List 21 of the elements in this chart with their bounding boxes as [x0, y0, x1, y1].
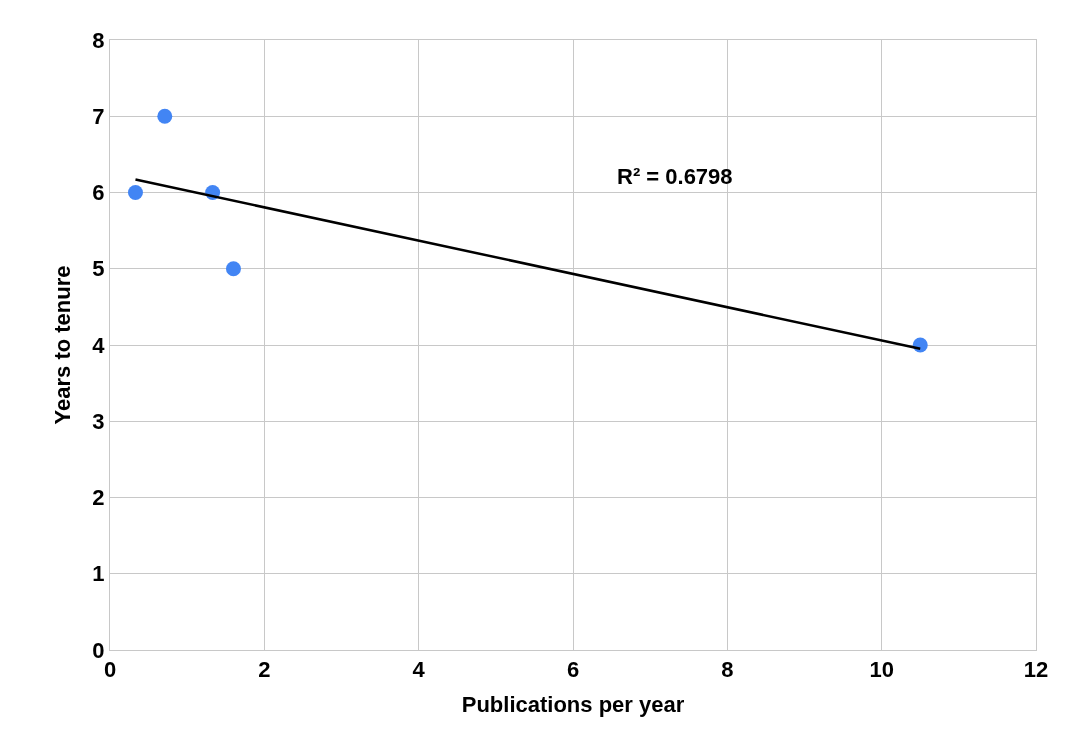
y-tick-label: 3: [92, 408, 105, 434]
x-axis-title: Publications per year: [461, 692, 685, 718]
y-tick-label: 4: [92, 332, 106, 358]
y-tick-label: 8: [92, 27, 105, 53]
y-tick-label: 5: [92, 256, 105, 282]
point: [157, 108, 173, 124]
x-tick-label: 10: [869, 657, 894, 683]
y-tick-label: 6: [92, 180, 105, 206]
point: [127, 185, 143, 200]
x-tick-label: 6: [566, 657, 580, 683]
x-tick-label: 12: [1023, 657, 1049, 683]
x-tick-label: 4: [412, 657, 426, 683]
x-tick-label: 2: [258, 657, 271, 683]
point: [225, 261, 241, 277]
y-tick-label: 2: [92, 485, 105, 511]
y-tick-label: 0: [92, 637, 105, 663]
x-tick-label: 8: [721, 657, 734, 683]
y-tick-label: 1: [92, 561, 105, 587]
annotation: R² = 0.6798: [617, 164, 733, 189]
y-axis-title: Years to tenure: [50, 265, 76, 425]
y-tick-label: 7: [92, 103, 105, 129]
